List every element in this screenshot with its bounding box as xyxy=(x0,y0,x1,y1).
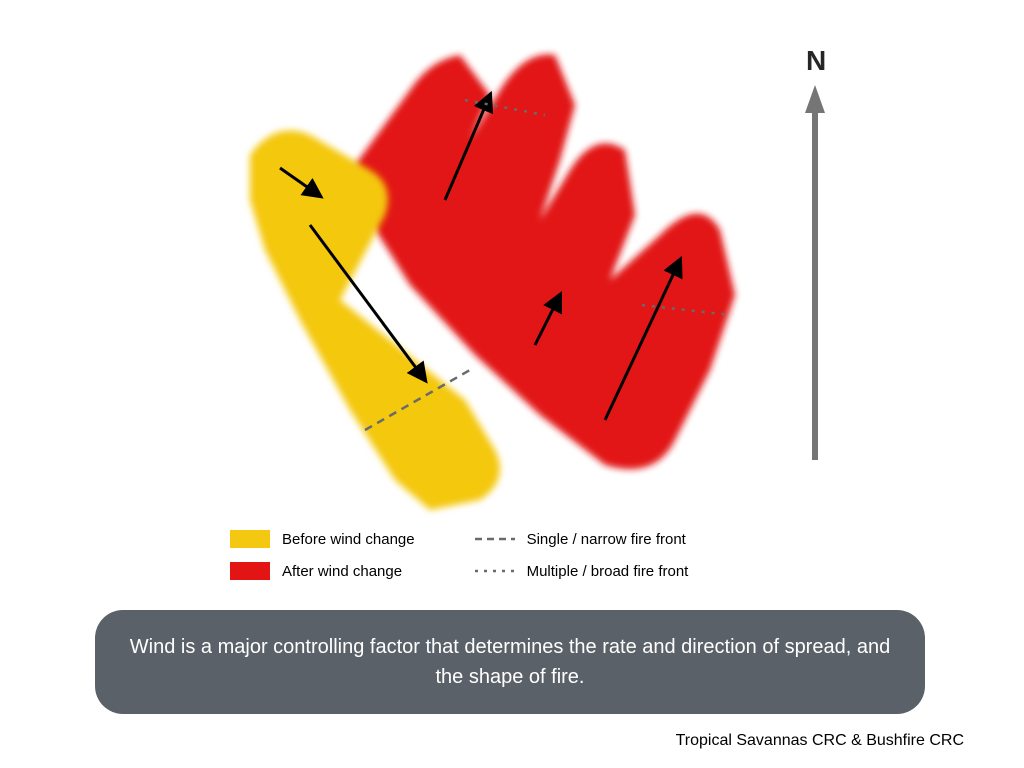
swatch-single-front-icon xyxy=(475,530,515,548)
caption-box: Wind is a major controlling factor that … xyxy=(95,610,925,714)
swatch-before-icon xyxy=(230,530,270,548)
swatch-multi-front-icon xyxy=(475,562,515,580)
swatch-after-icon xyxy=(230,562,270,580)
north-arrow xyxy=(805,85,825,460)
legend: Before wind change Single / narrow fire … xyxy=(230,530,688,580)
legend-before-label: Before wind change xyxy=(282,531,415,548)
legend-after: After wind change xyxy=(230,562,415,580)
legend-single-front: Single / narrow fire front xyxy=(475,530,689,548)
caption-text: Wind is a major controlling factor that … xyxy=(130,636,890,688)
legend-multi-front-label: Multiple / broad fire front xyxy=(527,563,689,580)
legend-before: Before wind change xyxy=(230,530,415,548)
legend-multi-front: Multiple / broad fire front xyxy=(475,562,689,580)
attribution: Tropical Savannas CRC & Bushfire CRC xyxy=(676,732,964,750)
legend-single-front-label: Single / narrow fire front xyxy=(527,531,686,548)
north-label: N xyxy=(806,45,826,77)
legend-after-label: After wind change xyxy=(282,563,402,580)
